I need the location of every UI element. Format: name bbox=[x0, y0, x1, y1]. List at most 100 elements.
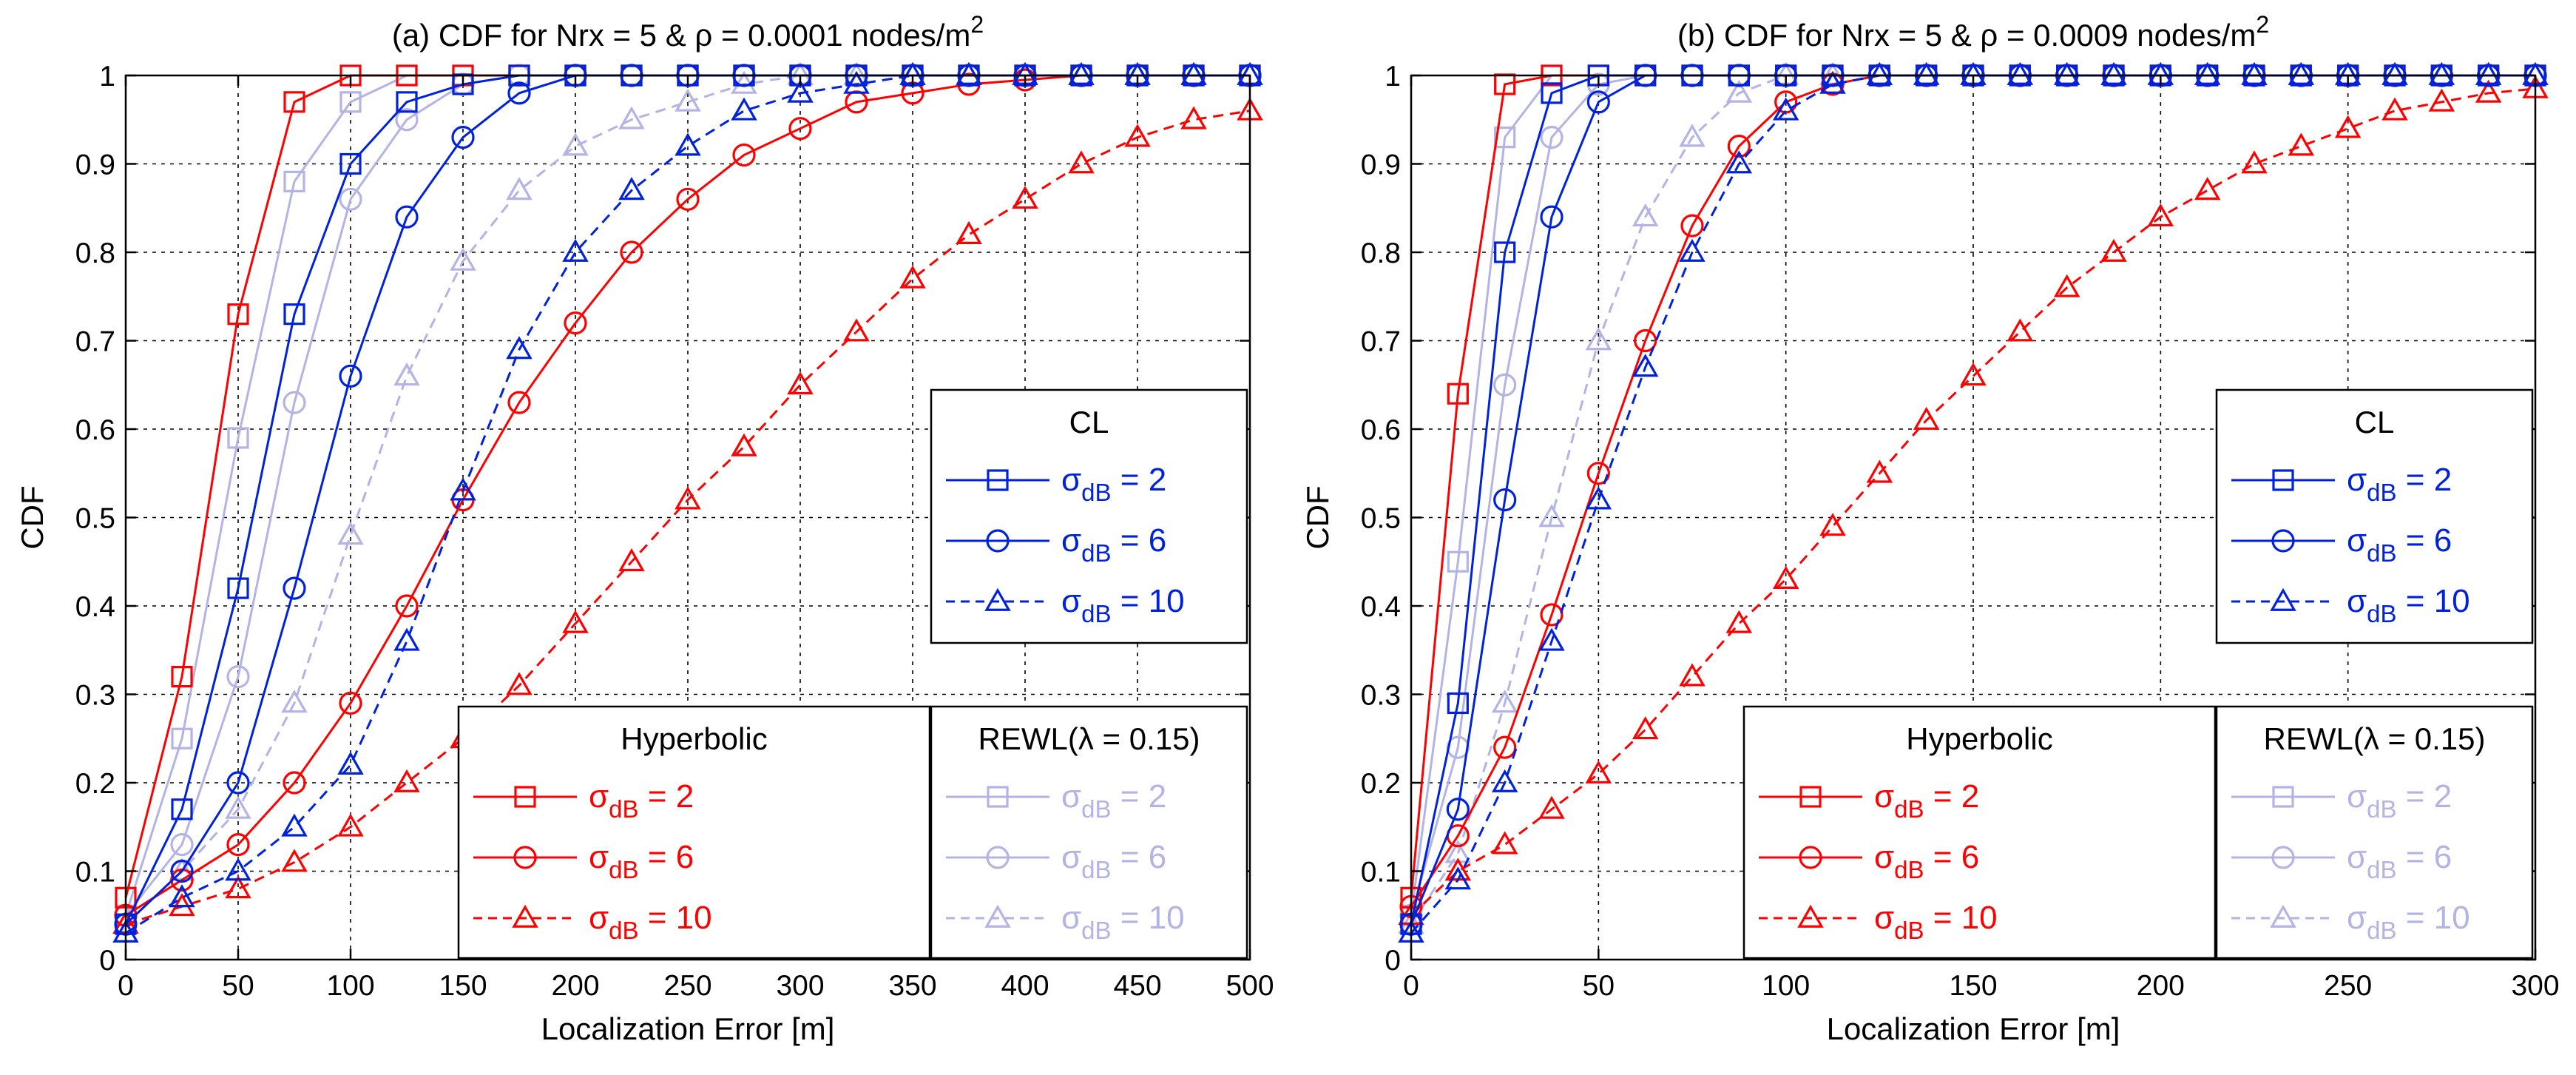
data-point bbox=[1494, 241, 1516, 263]
data-point bbox=[171, 727, 193, 749]
data-point bbox=[1586, 462, 1610, 485]
data-point bbox=[2288, 61, 2315, 85]
y-tick-label: 1 bbox=[1385, 61, 1401, 92]
y-tick-label: 0.4 bbox=[75, 591, 115, 623]
legend-entry-label: σdB = 2 bbox=[2347, 778, 2452, 823]
data-point bbox=[787, 371, 814, 395]
data-point bbox=[337, 813, 364, 837]
data-point bbox=[1585, 760, 1612, 783]
data-point bbox=[283, 303, 305, 326]
data-point bbox=[225, 795, 251, 819]
data-point bbox=[393, 363, 420, 386]
legend-entry-label: σdB = 6 bbox=[589, 839, 694, 883]
data-point bbox=[2381, 61, 2408, 85]
data-point bbox=[283, 576, 306, 600]
data-point bbox=[506, 672, 533, 695]
legend-entry-label: σdB = 2 bbox=[1874, 778, 1979, 823]
data-point bbox=[225, 857, 251, 881]
chart-title: (b) CDF for Nrx = 5 & ρ = 0.0009 nodes/m… bbox=[1677, 11, 2269, 53]
data-point bbox=[1446, 798, 1470, 821]
legend-entry-label: σdB = 6 bbox=[1061, 522, 1166, 567]
legend-entry-label: σdB = 6 bbox=[1061, 839, 1166, 883]
data-point bbox=[2053, 61, 2080, 85]
legend-title: Hyperbolic bbox=[1906, 721, 2052, 756]
y-tick-label: 0.2 bbox=[1361, 768, 1401, 800]
legend-title: CL bbox=[2355, 405, 2395, 439]
legend-title: Hyperbolic bbox=[621, 721, 767, 756]
legend-marker-circle bbox=[2271, 846, 2295, 869]
data-point bbox=[171, 798, 193, 820]
data-point bbox=[339, 691, 362, 715]
y-tick-label: 0.9 bbox=[75, 149, 115, 181]
data-point bbox=[1680, 214, 1704, 237]
data-point bbox=[227, 303, 249, 326]
y-tick-label: 0.7 bbox=[75, 326, 115, 358]
data-point bbox=[226, 833, 250, 857]
y-tick-label: 0.6 bbox=[75, 414, 115, 446]
data-point bbox=[1538, 627, 1565, 651]
series-line bbox=[1410, 87, 2536, 917]
legend-title: REWL(λ = 0.15) bbox=[978, 721, 1200, 756]
data-point bbox=[393, 627, 420, 651]
x-tick-label: 450 bbox=[1113, 970, 1161, 1002]
data-point bbox=[675, 132, 701, 156]
legend-marker-circle bbox=[1799, 846, 1822, 869]
y-tick-label: 0.5 bbox=[1361, 503, 1401, 535]
data-point bbox=[1493, 735, 1517, 759]
data-point bbox=[2100, 61, 2127, 85]
data-point bbox=[395, 594, 419, 618]
y-tick-label: 0.5 bbox=[75, 503, 115, 535]
data-point bbox=[956, 220, 982, 244]
legend-box: CL σdB = 2 σdB = 6 σdB = 10 bbox=[930, 388, 1248, 644]
legend-marker-square bbox=[2272, 786, 2294, 808]
legend-marker-square bbox=[987, 786, 1009, 808]
data-point bbox=[1960, 363, 1987, 386]
data-point bbox=[283, 170, 305, 192]
legend-marker-circle bbox=[986, 846, 1010, 869]
data-point bbox=[1632, 203, 1659, 227]
y-tick-label: 0 bbox=[99, 945, 115, 977]
data-point bbox=[1444, 866, 1472, 890]
data-point bbox=[226, 771, 250, 795]
legend-entry-label: σdB = 6 bbox=[2347, 522, 2452, 567]
data-point bbox=[618, 106, 645, 129]
data-point bbox=[339, 364, 362, 388]
data-point bbox=[283, 91, 305, 113]
data-point bbox=[1541, 82, 1563, 104]
data-point bbox=[337, 522, 364, 545]
y-axis-label: CDF bbox=[1300, 485, 1335, 549]
data-point bbox=[450, 477, 476, 501]
x-axis-label: Localization Error [m] bbox=[541, 1011, 835, 1046]
data-point bbox=[1493, 373, 1517, 397]
data-point bbox=[1725, 79, 1753, 103]
data-point bbox=[1679, 663, 1705, 687]
data-point bbox=[396, 91, 418, 113]
data-point bbox=[170, 859, 194, 883]
x-tick-label: 150 bbox=[439, 970, 487, 1002]
data-point bbox=[507, 81, 531, 105]
x-tick-label: 250 bbox=[663, 970, 711, 1002]
data-point bbox=[451, 126, 475, 149]
data-point bbox=[2100, 238, 2127, 262]
x-axis-label: Localization Error [m] bbox=[1827, 1011, 2120, 1046]
data-point bbox=[956, 61, 982, 85]
data-point bbox=[170, 833, 194, 857]
legend-entry-label: σdB = 6 bbox=[1874, 839, 1979, 883]
x-tick-label: 0 bbox=[118, 970, 134, 1002]
data-point bbox=[281, 849, 308, 872]
data-point bbox=[1913, 406, 1940, 430]
legend-marker-circle bbox=[986, 529, 1010, 553]
y-tick-label: 0.1 bbox=[75, 857, 115, 889]
data-point bbox=[171, 665, 193, 688]
x-tick-label: 0 bbox=[1403, 970, 1419, 1002]
legend-entry-label: σdB = 2 bbox=[2347, 462, 2452, 506]
data-point bbox=[395, 108, 419, 132]
data-point bbox=[281, 690, 308, 713]
data-point bbox=[1491, 690, 1518, 713]
data-point bbox=[1634, 328, 1657, 353]
legend-title: REWL(λ = 0.15) bbox=[2264, 721, 2486, 756]
legend-entry-label: σdB = 10 bbox=[1874, 900, 1998, 944]
data-point bbox=[339, 152, 362, 175]
legend-marker-triangle bbox=[984, 587, 1011, 611]
